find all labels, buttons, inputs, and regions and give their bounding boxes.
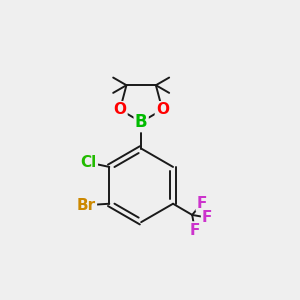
Text: O: O <box>113 102 127 117</box>
Text: Cl: Cl <box>81 155 97 170</box>
Text: B: B <box>135 113 148 131</box>
Text: F: F <box>197 196 207 211</box>
Text: Br: Br <box>77 198 96 213</box>
Text: O: O <box>156 102 169 117</box>
Text: F: F <box>202 210 212 225</box>
Text: F: F <box>190 223 200 238</box>
